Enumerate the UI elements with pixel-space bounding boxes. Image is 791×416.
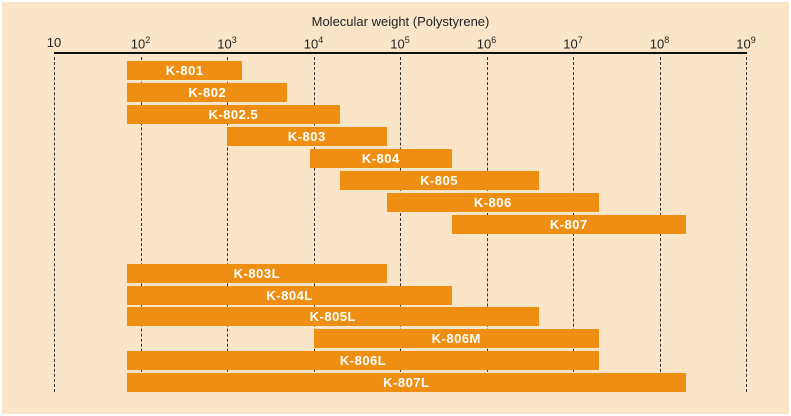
bar-k-807l: K-807L: [127, 372, 686, 392]
gridline-10e5: [400, 57, 401, 392]
bar-k-806m: K-806M: [313, 329, 600, 349]
bar-label: K-804: [361, 150, 400, 166]
gridline-10e9: [746, 57, 747, 392]
bar-label: K-806M: [431, 331, 481, 347]
gridline-10e2: [140, 57, 142, 392]
bar-label: K-807: [549, 216, 588, 232]
bar-label: K-802: [188, 84, 227, 100]
bar-k-804l: K-804L: [127, 285, 453, 305]
x-tick-10e4: 104: [303, 35, 324, 52]
bar-k-805l: K-805L: [127, 307, 539, 327]
x-tick-10e2: 102: [130, 35, 151, 52]
bar-label: K-805L: [309, 309, 356, 325]
bar-k-801: K-801: [127, 60, 243, 80]
bar-k-806: K-806: [386, 192, 600, 212]
bar-k-803l: K-803L: [127, 264, 387, 283]
x-tick-10e3: 103: [217, 35, 237, 52]
x-tick-10e6: 106: [476, 35, 497, 52]
bar-k-806l: K-806L: [127, 350, 600, 370]
x-tick-10e5: 105: [390, 35, 410, 52]
bar-label: K-802.5: [208, 106, 259, 122]
bar-label: K-807L: [383, 374, 430, 390]
x-axis-line: [54, 52, 747, 54]
bar-k-802: K-802: [127, 82, 288, 102]
bar-label: K-803L: [233, 266, 281, 281]
bar-label: K-804L: [266, 287, 313, 303]
chart-title: Molecular weight (Polystyrene): [311, 14, 490, 29]
bar-label: K-803: [287, 128, 326, 144]
bar-k-803: K-803: [227, 126, 387, 146]
bar-label: K-801: [165, 62, 204, 78]
x-tick-10e9: 109: [736, 35, 756, 52]
bar-k-807: K-807: [452, 214, 686, 234]
x-tick-10e8: 108: [649, 35, 670, 52]
bar-k-805: K-805: [339, 170, 539, 190]
x-tick-10e7: 107: [563, 35, 583, 52]
bar-label: K-806: [473, 194, 512, 210]
bar-label: K-805: [420, 172, 458, 188]
gridline-10e1: [54, 57, 55, 392]
bar-label: K-806L: [339, 352, 387, 368]
gridline-10e3: [227, 57, 228, 392]
gridline-10e4: [313, 57, 315, 392]
x-tick-10e1: 10: [46, 35, 62, 50]
bar-k-802-5: K-802.5: [127, 104, 340, 124]
bar-k-804: K-804: [309, 148, 453, 168]
